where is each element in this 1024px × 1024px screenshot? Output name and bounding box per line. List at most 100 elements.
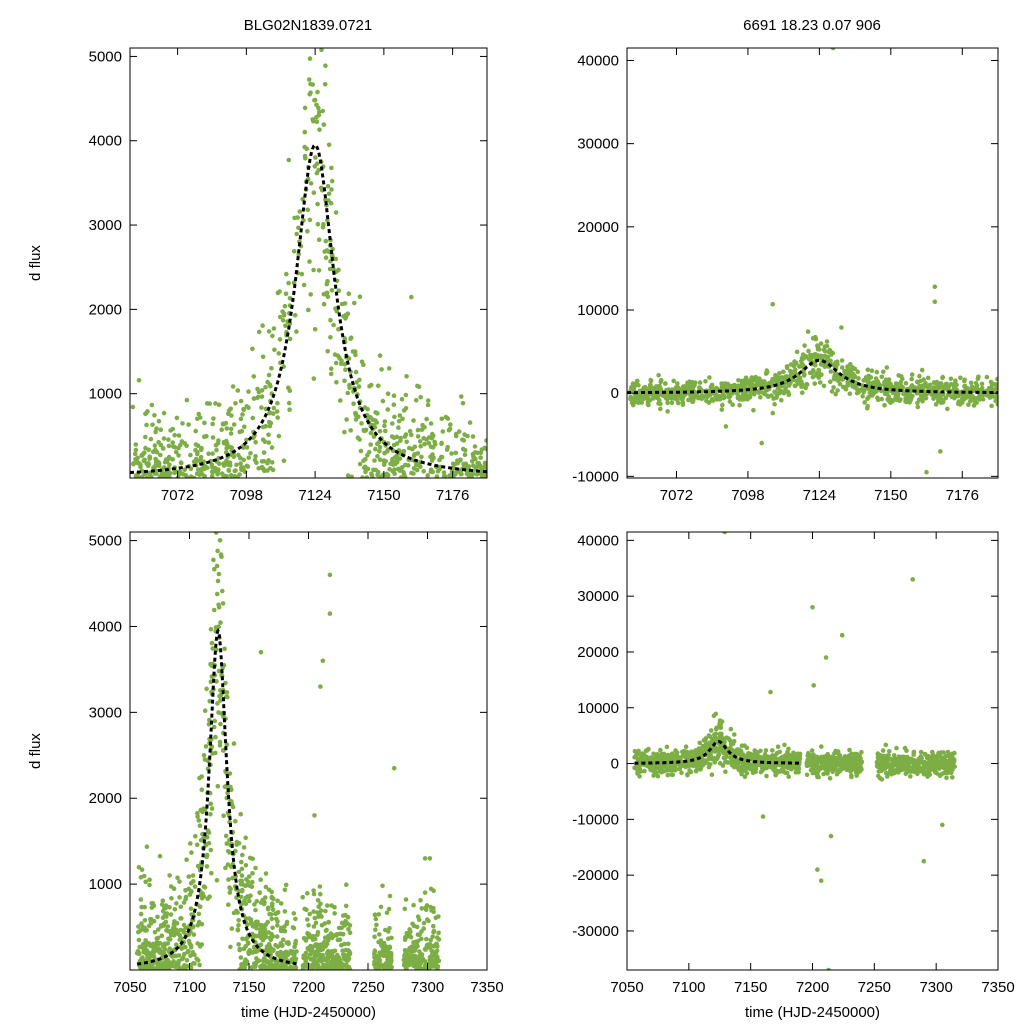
data-point (260, 424, 266, 430)
data-point (347, 385, 352, 391)
data-point (944, 775, 949, 781)
data-point (833, 749, 839, 754)
outlier-point (932, 299, 938, 305)
data-point (242, 424, 247, 430)
data-point (808, 356, 814, 361)
data-point (195, 863, 201, 869)
outlier-point (828, 833, 834, 839)
data-point (230, 804, 236, 810)
data-point (830, 769, 835, 774)
data-point (781, 390, 787, 396)
data-point (209, 870, 214, 876)
y-axis-label: d flux (27, 733, 44, 769)
data-point (274, 409, 280, 414)
data-point (668, 755, 674, 760)
data-point (174, 901, 179, 906)
data-point (266, 887, 272, 893)
data-point (789, 765, 795, 771)
data-point (389, 964, 395, 970)
data-point (236, 869, 242, 875)
data-point (196, 411, 201, 417)
data-point (739, 743, 745, 748)
data-point (294, 231, 300, 237)
data-point (235, 910, 240, 915)
data-point (215, 578, 221, 584)
data-point (266, 930, 272, 935)
y-tick-label: -10000 (572, 468, 619, 485)
data-point (217, 739, 223, 745)
data-point (139, 921, 144, 926)
data-point (436, 937, 442, 942)
data-point (347, 967, 353, 970)
data-point (802, 343, 807, 348)
data-point (632, 754, 637, 760)
data-point (142, 918, 148, 923)
data-point (252, 902, 257, 907)
data-point (156, 418, 162, 424)
data-point (371, 434, 377, 439)
data-point (193, 834, 198, 839)
data-point (418, 444, 424, 449)
data-point (282, 909, 288, 914)
data-point (444, 447, 450, 452)
data-point (773, 372, 778, 378)
data-point (856, 376, 861, 381)
data-point (323, 197, 328, 203)
data-point (847, 391, 853, 397)
data-point (422, 441, 427, 447)
data-point (835, 378, 841, 384)
data-point (375, 411, 380, 416)
data-point (316, 914, 321, 919)
data-point (834, 359, 840, 365)
data-point (448, 422, 453, 427)
data-point (324, 290, 330, 296)
data-point (717, 760, 723, 766)
data-point (637, 774, 642, 779)
data-point (144, 928, 149, 933)
data-point (437, 466, 442, 472)
data-point (390, 458, 395, 463)
data-point (224, 841, 230, 846)
data-point (283, 949, 289, 955)
data-point (201, 753, 207, 758)
data-point (313, 920, 319, 926)
data-point (153, 456, 158, 462)
data-point (342, 301, 348, 306)
data-point (402, 948, 408, 953)
data-point (909, 376, 914, 382)
data-point (173, 929, 179, 934)
data-point (430, 934, 436, 940)
x-tick-label: 7072 (161, 487, 194, 504)
data-point (971, 388, 976, 394)
data-point (176, 453, 181, 458)
data-point (139, 867, 145, 872)
data-point (856, 759, 861, 764)
y-tick-label: 5000 (89, 533, 122, 550)
data-point (263, 958, 269, 964)
data-point (291, 249, 297, 254)
data-point (223, 865, 228, 871)
data-point (669, 400, 675, 406)
data-point (274, 934, 280, 939)
data-point (311, 376, 317, 381)
data-point (878, 753, 883, 758)
y-tick-label: 30000 (577, 588, 619, 605)
data-point (847, 767, 853, 772)
data-point (243, 957, 248, 962)
data-point (149, 965, 155, 970)
data-point (797, 364, 803, 369)
data-point (908, 397, 914, 403)
data-point (205, 896, 210, 901)
data-point (245, 940, 251, 945)
data-point (268, 383, 273, 389)
data-point (674, 750, 680, 755)
model-fit-curve (627, 358, 998, 395)
data-point (665, 772, 671, 778)
x-tick-label: 7350 (470, 979, 503, 996)
data-point (194, 471, 200, 476)
data-point (151, 945, 156, 950)
x-tick-label: 7300 (411, 979, 444, 996)
data-point (821, 383, 827, 389)
data-point (921, 394, 926, 400)
data-point (375, 441, 380, 447)
